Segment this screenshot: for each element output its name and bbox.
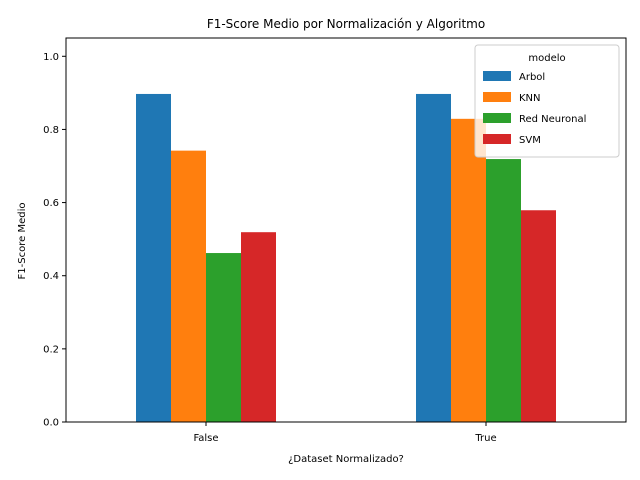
bars-group — [136, 93, 556, 422]
y-tick-label: 1.0 — [43, 52, 59, 63]
y-tick-label: 0.0 — [43, 418, 59, 429]
legend-entry: Arbol — [519, 72, 545, 83]
bar-svm-false — [241, 232, 276, 422]
y-tick-label: 0.2 — [43, 344, 59, 355]
bar-arbol-true — [416, 93, 451, 422]
legend-swatch — [483, 71, 511, 81]
legend: modelo Arbol KNN Red Neuronal SVM — [474, 44, 620, 158]
y-axis: 0.0 0.2 0.4 0.6 0.8 1.0 — [43, 52, 66, 429]
legend-swatch — [483, 113, 511, 123]
legend-entry: KNN — [519, 93, 541, 104]
bar-knn-true — [451, 118, 486, 422]
bar-svm-true — [521, 210, 556, 422]
bar-red-neuronal-true — [486, 159, 521, 422]
legend-swatch — [483, 92, 511, 102]
y-tick-label: 0.4 — [43, 271, 59, 282]
bar-knn-false — [171, 150, 206, 422]
x-axis: False True — [193, 422, 497, 444]
x-tick-label: True — [474, 433, 496, 444]
legend-entry: SVM — [519, 135, 541, 146]
legend-title: modelo — [528, 53, 565, 64]
legend-swatch — [483, 134, 511, 144]
legend-entry: Red Neuronal — [519, 114, 586, 125]
bar-arbol-false — [136, 93, 171, 422]
plot-frame — [65, 37, 627, 423]
bar-red-neuronal-false — [206, 253, 241, 422]
y-axis-label: F1-Score Medio — [17, 203, 28, 280]
chart-title: F1-Score Medio por Normalización y Algor… — [207, 17, 485, 31]
x-tick-label: False — [193, 433, 218, 444]
y-tick-label: 0.8 — [43, 125, 59, 136]
x-axis-label: ¿Dataset Normalizado? — [288, 454, 404, 465]
y-tick-label: 0.6 — [43, 198, 59, 209]
